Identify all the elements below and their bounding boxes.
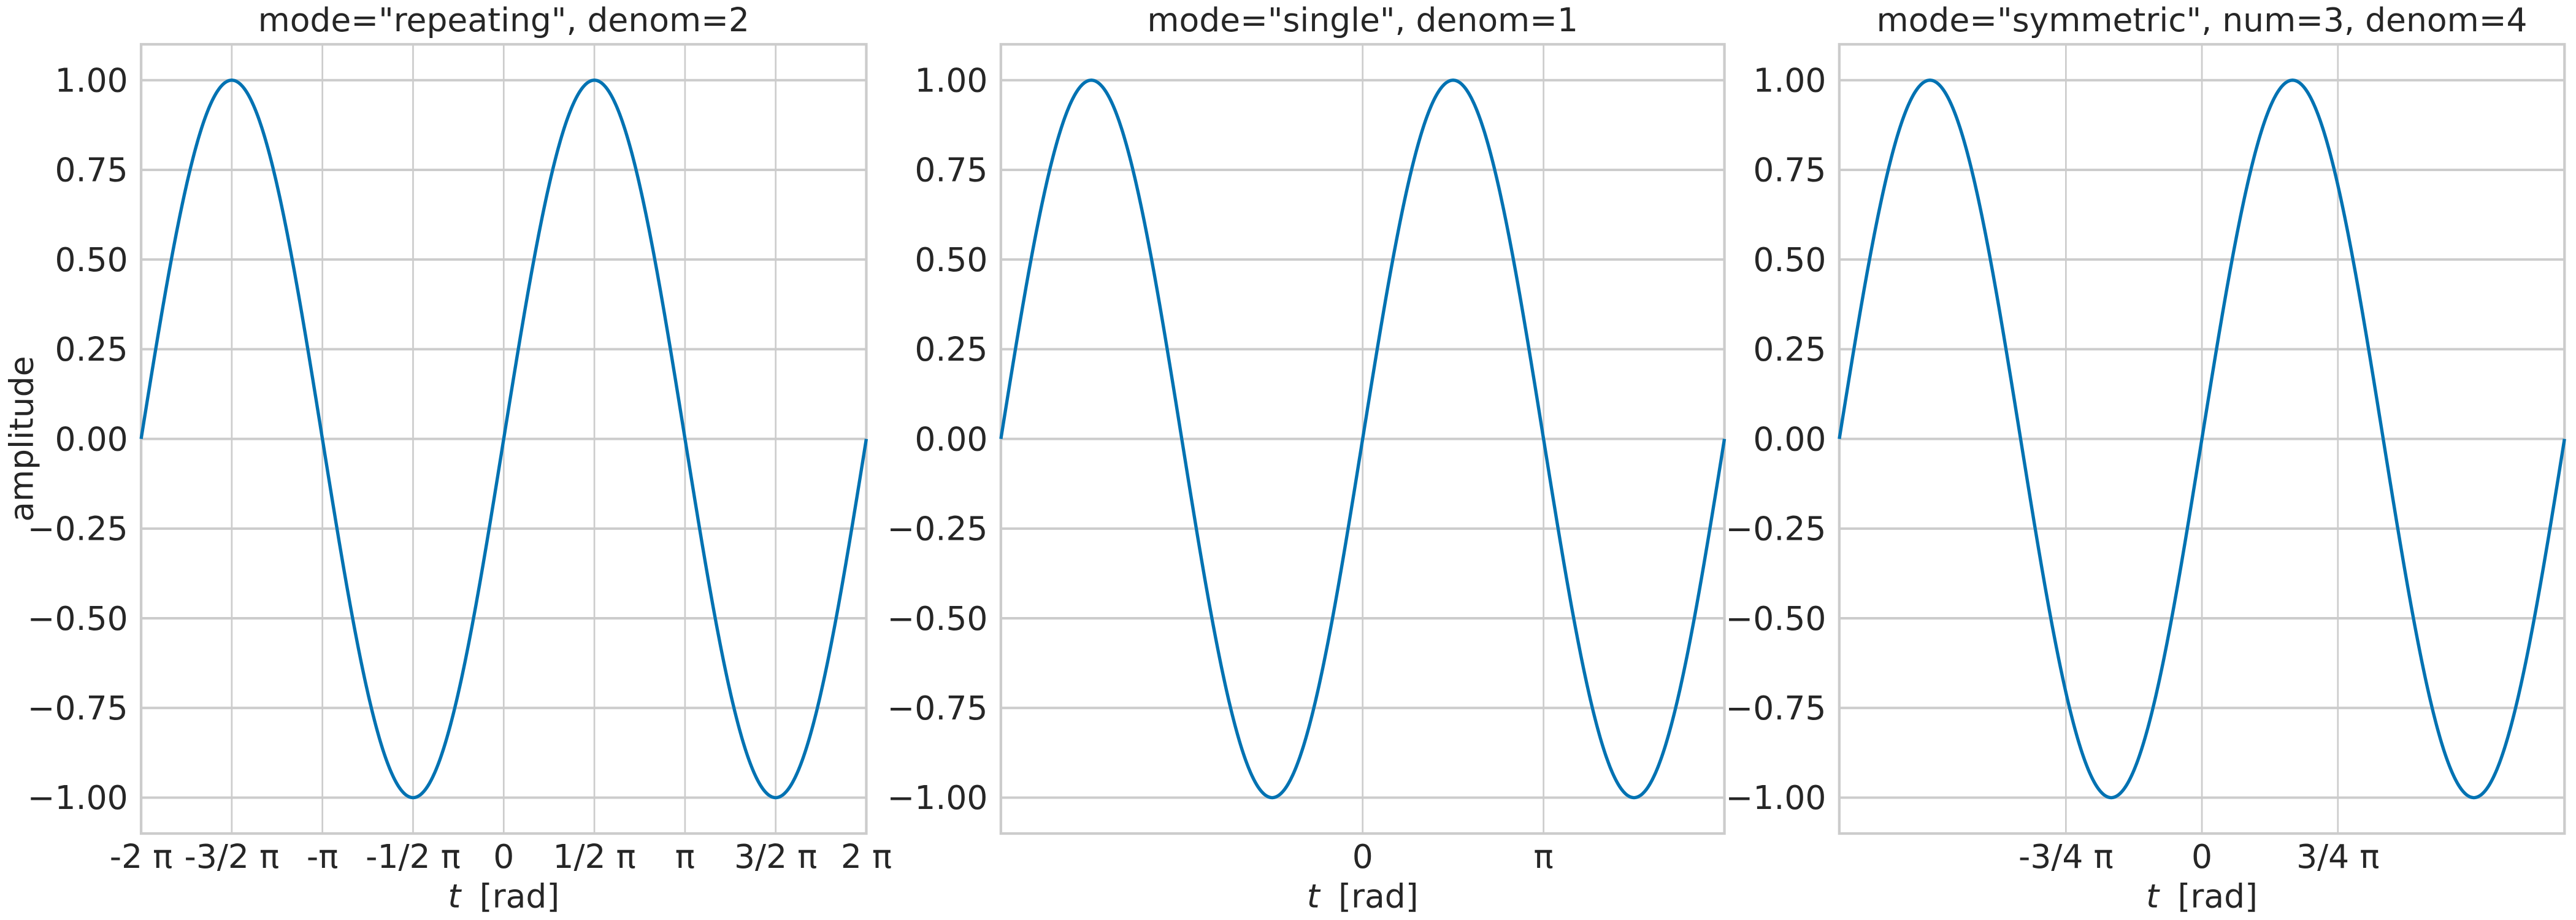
x-tick-label: -3/2 π [185, 837, 280, 876]
x-axis-label: t [rad] [1307, 876, 1419, 915]
y-tick-label: −1.00 [28, 778, 128, 817]
y-tick-label: −0.25 [1725, 510, 1826, 548]
subplot-title: mode="single", denom=1 [1147, 1, 1578, 39]
y-tick-label: 0.00 [55, 420, 128, 458]
sine-line [1838, 79, 2566, 800]
sine-line [999, 79, 1727, 800]
x-tick-label: π [1534, 837, 1554, 876]
y-tick-label: −0.75 [887, 689, 987, 727]
x-tick-label: 3/4 π [2296, 837, 2379, 876]
x-tick-label: 0 [2191, 837, 2212, 876]
x-tick-label: 2 π [841, 837, 892, 876]
subplot-title: mode="symmetric", num=3, denom=4 [1877, 1, 2528, 39]
y-tick-label: −1.00 [1725, 778, 1826, 817]
y-tick-label: −0.75 [28, 689, 128, 727]
y-tick-label: 0.00 [914, 420, 987, 458]
x-axis-label-variable: t [448, 876, 462, 915]
x-tick-label: 1/2 π [553, 837, 635, 876]
y-tick-label: 0.25 [55, 330, 128, 369]
x-tick-label: -π [307, 837, 339, 876]
y-tick-label: 0.25 [1753, 330, 1826, 369]
subplot-1: 1.00 0.75 0.50 0.25 0.00 −0.25 −0.50 −0.75 −1.00… [2, 1, 892, 916]
y-tick-label: 1.00 [55, 61, 128, 99]
y-tick-label: 0.75 [1753, 151, 1826, 190]
x-tick-label: -3/4 π [2018, 837, 2114, 876]
y-tick-label: −0.75 [1725, 689, 1826, 727]
y-tick-label: −0.25 [28, 510, 128, 548]
y-tick-label: 1.00 [1753, 61, 1826, 99]
x-axis-label: t [rad] [448, 876, 559, 915]
x-tick-label: -2 π [110, 837, 173, 876]
y-tick-label: −0.50 [28, 599, 128, 638]
x-axis-label: t [rad] [2146, 876, 2258, 915]
subplot-3: 1.00 0.75 0.50 0.25 0.00 −0.25 −0.50 −0.75 −1.00… [1725, 1, 2566, 915]
x-axis-label-unit: [rad] [1328, 876, 1419, 915]
y-tick-label: 0.50 [55, 240, 128, 279]
x-tick-label: 0 [493, 837, 514, 876]
sine-line [139, 79, 868, 800]
x-tick-label: π [675, 837, 695, 876]
y-tick-label: −0.50 [1725, 599, 1826, 638]
x-tick-label: 3/2 π [734, 837, 817, 876]
y-tick-label: 0.75 [914, 151, 987, 190]
y-tick-label: 0.00 [1753, 420, 1826, 458]
x-axis-label-unit: [rad] [2167, 876, 2257, 915]
y-tick-label: −0.25 [887, 510, 987, 548]
subplot-title: mode="repeating", denom=2 [258, 1, 749, 39]
x-axis-label-unit: [rad] [469, 876, 560, 915]
y-tick-label: 0.75 [55, 151, 128, 190]
y-tick-label: 0.50 [1753, 240, 1826, 279]
y-tick-label: 1.00 [914, 61, 987, 99]
x-axis-label-variable: t [1307, 876, 1321, 915]
y-tick-label: 0.50 [914, 240, 987, 279]
subplot-2: 1.00 0.75 0.50 0.25 0.00 −0.25 −0.50 −0.75 −1.00… [887, 1, 1727, 915]
y-tick-label: 0.25 [914, 330, 987, 369]
y-tick-label: −0.50 [887, 599, 987, 638]
y-axis-label: amplitude [2, 356, 41, 521]
y-tick-label: −1.00 [887, 778, 987, 817]
x-tick-label: -1/2 π [366, 837, 461, 876]
x-tick-label: 0 [1352, 837, 1373, 876]
x-axis-label-variable: t [2146, 876, 2160, 915]
